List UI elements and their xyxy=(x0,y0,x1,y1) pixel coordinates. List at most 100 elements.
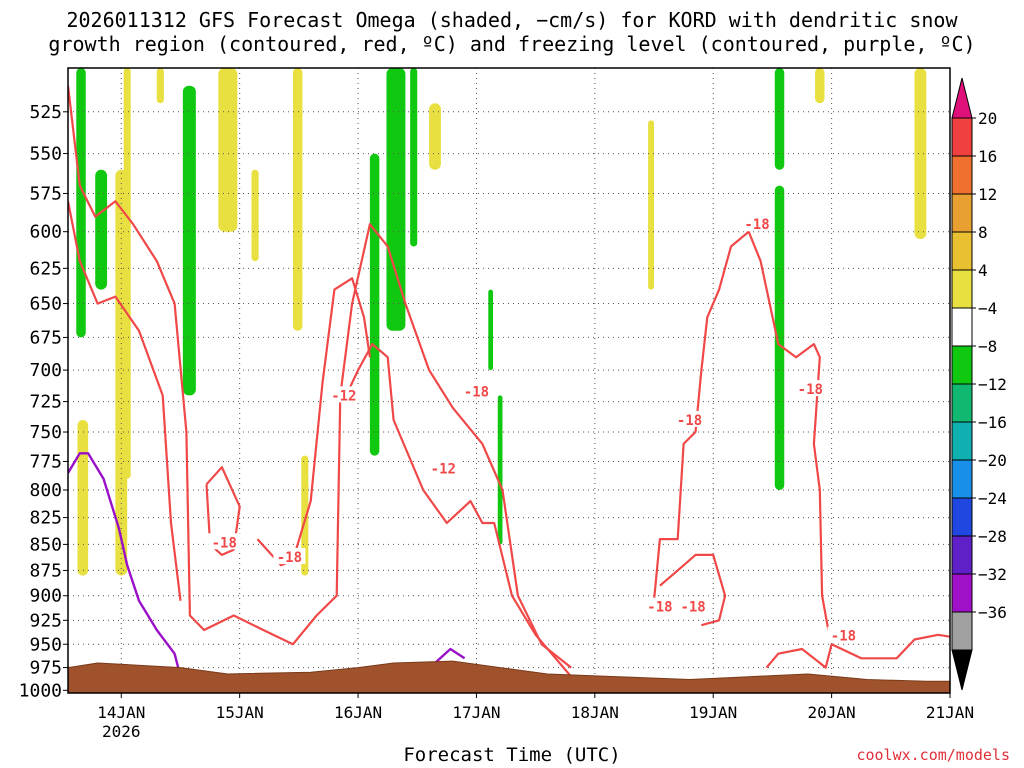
colorbar-swatch xyxy=(951,307,973,347)
dgz-contour-label: -18 xyxy=(277,550,302,566)
dgz-contour-label: -18 xyxy=(831,629,856,645)
colorbar-top-arrow xyxy=(951,77,973,119)
colorbar-swatch xyxy=(951,383,973,423)
omega-patch xyxy=(76,68,86,338)
colorbar-swatch xyxy=(951,269,973,309)
colorbar-label: −8 xyxy=(978,337,997,356)
omega-patch xyxy=(182,85,196,396)
colorbar-swatch xyxy=(951,421,973,461)
colorbar-swatch xyxy=(951,155,973,195)
omega-patch xyxy=(301,455,309,576)
colorbar-label: −4 xyxy=(978,299,997,318)
omega-patch xyxy=(123,68,131,479)
contour-label-bg xyxy=(208,533,241,550)
dgz-contour-label: -18 xyxy=(647,600,672,616)
colorbar-swatch xyxy=(951,573,973,613)
colorbar-label: −28 xyxy=(978,527,1007,546)
dgz-contour xyxy=(256,277,371,567)
contour-label-bg xyxy=(273,547,306,564)
dgz-contour-label: -18 xyxy=(798,382,823,398)
colorbar-swatch xyxy=(951,231,973,271)
contour-label-bg xyxy=(427,459,460,476)
colorbar-label: −32 xyxy=(978,565,1007,584)
x-axis-label: Forecast Time (UTC) xyxy=(403,744,621,766)
dgz-contour xyxy=(765,633,950,669)
y-tick-label: 900 xyxy=(29,586,62,607)
dgz-contour-label: -12 xyxy=(431,461,456,477)
colorbar-label: −20 xyxy=(978,451,1007,470)
y-axis: 525 550 575 600 625 650 675 700 725 750 775 800 825 8… xyxy=(19,102,68,701)
x-tick-label: 16JAN xyxy=(334,703,382,722)
colorbar-swatch xyxy=(951,345,973,385)
chart-title-line1: 2026011312 GFS Forecast Omega (shaded, −… xyxy=(66,8,958,32)
y-tick-label: 925 xyxy=(29,610,62,631)
omega-patch xyxy=(774,185,785,490)
y-tick-label: 850 xyxy=(29,534,62,555)
terrain-layer xyxy=(68,660,950,693)
freezing-level-contour xyxy=(434,647,466,664)
y-tick-label: 600 xyxy=(29,222,62,243)
y-tick-label: 825 xyxy=(29,508,62,529)
x-tick-label: 18JAN xyxy=(571,703,619,722)
dgz-contour xyxy=(68,85,572,669)
x-tick-label: 15JAN xyxy=(216,703,264,722)
credit-text: coolwx.com/models xyxy=(856,746,1010,764)
omega-patch xyxy=(497,395,503,545)
x-tick-label: 17JAN xyxy=(452,703,500,722)
omega-patch xyxy=(77,419,89,576)
x-tick-label: 21JAN xyxy=(926,703,974,722)
omega-patch xyxy=(914,68,927,240)
dgz-contour-label: -18 xyxy=(464,385,489,401)
dgz-contour-label: -18 xyxy=(212,535,237,551)
colorbar-label: −16 xyxy=(978,413,1007,432)
dgz-contour-label: -18 xyxy=(680,600,705,616)
colorbar-label: 4 xyxy=(978,261,988,280)
omega-patch xyxy=(429,103,441,170)
dgz-contour-label: -12 xyxy=(331,388,356,404)
y-tick-label: 650 xyxy=(29,294,62,315)
contour-label-bg xyxy=(827,626,860,643)
omega-patch xyxy=(251,169,259,262)
colorbar-swatch xyxy=(951,497,973,537)
dgz-contour xyxy=(652,230,831,635)
omega-patch xyxy=(648,120,655,290)
contour-label-bg xyxy=(643,597,676,614)
y-tick-label: 775 xyxy=(29,451,62,472)
omega-patch xyxy=(815,68,825,104)
y-tick-label: 675 xyxy=(29,327,62,348)
contour-labels: -12 -12 -18 -18 -18 -18 -18 -18 -18 -18 -18 xyxy=(208,215,860,645)
colorbar-swatch xyxy=(951,611,973,651)
colorbar-label: −36 xyxy=(978,603,1007,622)
y-tick-label: 975 xyxy=(29,658,62,679)
grid-layer xyxy=(68,68,951,693)
chart-title-line2: growth region (contoured, red, ºC) and f… xyxy=(48,32,976,56)
dgz-contour xyxy=(68,201,182,601)
y-tick-label: 750 xyxy=(29,422,62,443)
contour-label-bg xyxy=(741,215,774,232)
freezing-level-layer xyxy=(68,452,466,677)
y-tick-label: 800 xyxy=(29,480,62,501)
y-tick-label: 1000 xyxy=(19,680,62,701)
omega-patch xyxy=(488,289,494,371)
plot-border xyxy=(67,67,951,694)
y-tick-label: 700 xyxy=(29,360,62,381)
colorbar-swatch xyxy=(951,193,973,233)
dgz-contour xyxy=(345,343,573,678)
omega-patch xyxy=(774,68,785,170)
colorbar-label: 20 xyxy=(978,109,997,128)
colorbar-bottom-arrow xyxy=(951,649,973,691)
dgz-contour xyxy=(659,553,727,627)
contour-label-bg xyxy=(673,410,706,427)
y-tick-label: 875 xyxy=(29,560,62,581)
colorbar-label: 16 xyxy=(978,147,997,166)
omega-shading-layer xyxy=(76,68,927,576)
y-tick-label: 575 xyxy=(29,183,62,204)
omega-patch xyxy=(369,153,380,456)
colorbar-swatch xyxy=(951,117,973,157)
y-tick-label: 550 xyxy=(29,144,62,165)
y-tick-label: 625 xyxy=(29,258,62,279)
contour-label-bg xyxy=(677,597,710,614)
contour-label-bg xyxy=(460,382,493,399)
x-tick-label: 20JAN xyxy=(808,703,856,722)
